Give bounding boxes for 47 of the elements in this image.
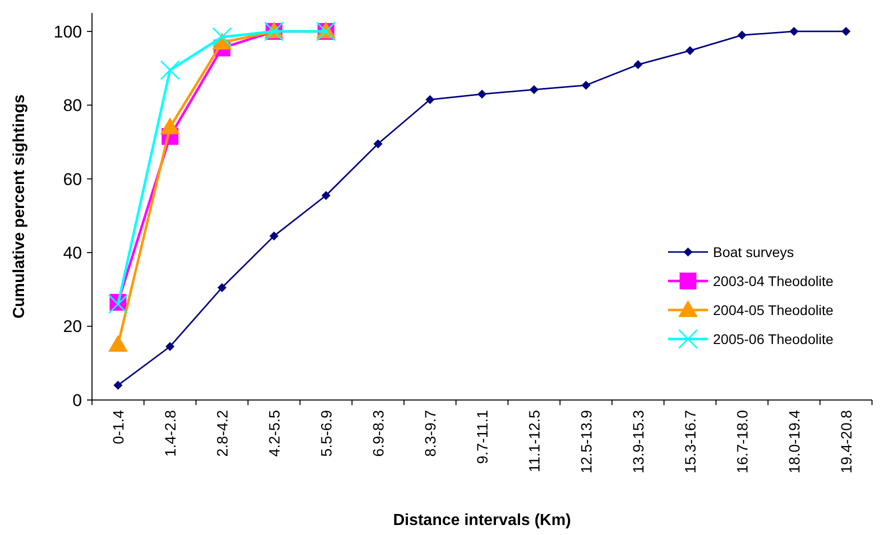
x-tick-label: 15.3-16.7 (682, 410, 700, 474)
y-tick-label: 40 (63, 244, 82, 263)
legend-label: 2003-04 Theodolite (713, 272, 834, 289)
x-tick-label: 13.9-15.3 (630, 410, 648, 474)
point (108, 334, 128, 352)
y-axis-title: Cumulative percent sightings (11, 94, 28, 319)
point (166, 342, 174, 352)
x-tick-label: 8.3-9.7 (422, 410, 440, 457)
point (374, 139, 382, 148)
point (114, 380, 122, 390)
point (686, 46, 694, 56)
point (218, 283, 226, 292)
point (270, 231, 278, 240)
x-axis-title: Distance intervals (Km) (393, 512, 571, 529)
point (634, 60, 642, 70)
y-tick-label: 0 (72, 390, 82, 410)
point (160, 60, 180, 80)
x-tick-label: 1.4-2.8 (162, 410, 180, 457)
y-tick-label: 20 (63, 317, 82, 336)
x-tick-label: 5.5-6.9 (318, 410, 336, 457)
point (426, 95, 434, 104)
x-tick-label: 2.8-4.2 (214, 410, 232, 457)
legend-label: 2005-06 Theodolite (713, 330, 834, 347)
point (108, 294, 128, 314)
point (160, 117, 180, 134)
x-tick-label: 16.7-18.0 (734, 410, 752, 474)
point (322, 190, 330, 200)
point (842, 26, 850, 36)
point (212, 27, 232, 47)
x-tick-label: 6.9-8.3 (370, 410, 388, 457)
y-tick-label: 80 (63, 96, 82, 116)
point (478, 90, 486, 99)
y-tick-label: 60 (63, 170, 82, 189)
x-tick-label: 19.4-20.8 (838, 410, 856, 474)
x-tick-label: 18.0-19.4 (786, 410, 804, 474)
point (530, 85, 538, 94)
x-tick-label: 12.5-13.9 (578, 410, 596, 474)
point (582, 80, 590, 90)
x-tick-label: 4.2-5.5 (266, 410, 284, 457)
x-tick-label: 9.7-11.1 (474, 410, 492, 464)
point (738, 30, 746, 40)
x-tick-label: 0-1.4 (110, 410, 128, 444)
legend-label: Boat surveys (713, 244, 794, 260)
x-tick-label: 11.1-12.5 (526, 410, 544, 472)
legend-label: 2004-05 Theodolite (713, 302, 834, 318)
point (790, 26, 798, 36)
y-tick-label: 100 (54, 22, 82, 42)
